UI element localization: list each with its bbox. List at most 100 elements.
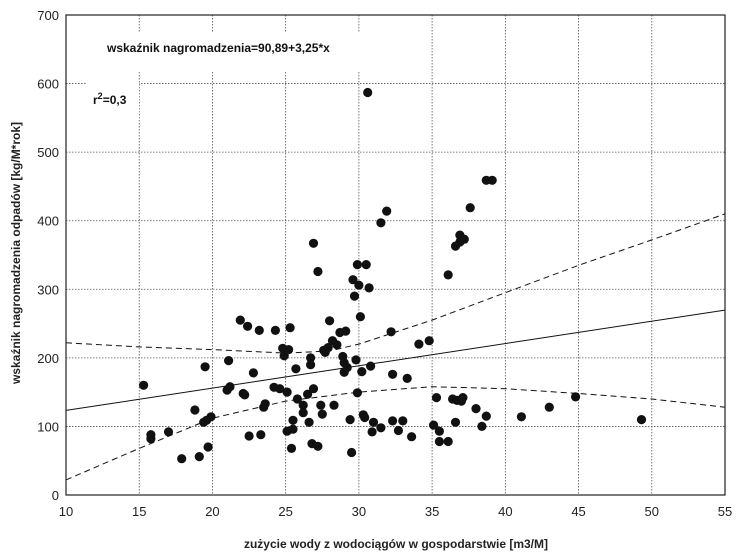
data-point bbox=[366, 361, 376, 371]
data-point bbox=[360, 412, 370, 423]
data-point bbox=[357, 367, 367, 377]
r2-background bbox=[87, 82, 139, 119]
data-point bbox=[516, 412, 527, 422]
data-point bbox=[368, 417, 379, 427]
data-point bbox=[224, 356, 234, 366]
data-point bbox=[431, 393, 442, 403]
data-point bbox=[477, 421, 487, 431]
data-point bbox=[298, 408, 308, 418]
data-point bbox=[429, 420, 439, 430]
x-tick-label: 25 bbox=[278, 504, 292, 519]
data-point bbox=[240, 390, 250, 400]
data-point bbox=[352, 260, 362, 270]
data-point bbox=[434, 436, 444, 447]
data-point bbox=[465, 203, 475, 213]
data-point bbox=[329, 400, 339, 410]
y-axis-title: wskaźnik nagromadzenia odpadów [kg/M*rok… bbox=[9, 122, 23, 385]
data-point bbox=[177, 454, 187, 464]
data-point bbox=[348, 275, 358, 285]
data-point bbox=[481, 411, 491, 421]
data-point bbox=[282, 387, 292, 397]
data-point bbox=[225, 382, 235, 392]
data-points bbox=[139, 87, 647, 464]
data-point bbox=[235, 315, 245, 325]
data-point bbox=[306, 360, 316, 370]
r2-value: =0,3 bbox=[103, 93, 127, 107]
data-point bbox=[190, 405, 200, 415]
x-tick-label: 10 bbox=[59, 504, 73, 519]
regression-equation: wskaźnik nagromadzenia=90,89+3,25*x bbox=[106, 41, 330, 55]
data-point bbox=[355, 312, 365, 322]
data-point bbox=[288, 424, 298, 434]
data-point bbox=[139, 380, 149, 390]
data-point bbox=[382, 206, 392, 216]
data-point bbox=[298, 400, 308, 410]
data-point bbox=[342, 362, 352, 373]
data-point bbox=[450, 417, 461, 427]
data-point bbox=[206, 412, 216, 422]
data-point bbox=[398, 416, 408, 426]
data-point bbox=[285, 323, 295, 333]
data-point bbox=[363, 87, 373, 98]
data-point bbox=[254, 325, 264, 335]
data-point bbox=[424, 336, 434, 346]
data-point bbox=[325, 316, 335, 326]
x-tick-label: 35 bbox=[425, 504, 439, 519]
data-point bbox=[270, 325, 280, 335]
data-point bbox=[304, 417, 314, 427]
confidence-bands bbox=[65, 213, 726, 481]
data-point bbox=[544, 402, 554, 412]
y-tick-label: 200 bbox=[37, 351, 59, 366]
y-tick-label: 400 bbox=[37, 214, 59, 229]
x-tick-label: 40 bbox=[498, 504, 512, 519]
data-point bbox=[443, 436, 453, 447]
data-point bbox=[288, 415, 298, 425]
data-point bbox=[347, 447, 357, 458]
x-tick-label: 30 bbox=[352, 504, 366, 519]
r2-prefix: r bbox=[93, 93, 98, 107]
data-point bbox=[386, 327, 396, 337]
data-point bbox=[291, 364, 301, 374]
data-point bbox=[351, 355, 361, 365]
data-point bbox=[146, 434, 156, 444]
x-tick-labels: 10 15 20 25 30 35 40 45 50 55 bbox=[59, 504, 732, 519]
data-point bbox=[244, 431, 254, 441]
data-point bbox=[308, 384, 319, 394]
data-point bbox=[317, 409, 327, 419]
x-tick-label: 15 bbox=[132, 504, 146, 519]
data-point bbox=[313, 266, 323, 277]
plot-frame bbox=[65, 14, 726, 496]
data-point bbox=[354, 280, 364, 290]
data-point bbox=[636, 415, 647, 425]
data-point bbox=[203, 442, 213, 452]
y-tick-label: 300 bbox=[37, 282, 59, 297]
data-point bbox=[260, 399, 270, 409]
confidence-upper-line bbox=[65, 213, 726, 354]
y-tick-label: 600 bbox=[37, 77, 59, 92]
x-tick-label: 20 bbox=[205, 504, 219, 519]
data-point bbox=[352, 388, 362, 398]
data-point bbox=[407, 432, 417, 442]
data-point bbox=[364, 283, 374, 293]
data-point bbox=[367, 427, 377, 437]
data-point bbox=[248, 368, 258, 378]
data-point bbox=[275, 384, 285, 394]
data-point bbox=[313, 441, 323, 451]
data-point bbox=[345, 415, 355, 425]
data-point bbox=[434, 426, 444, 436]
r2-superscript: 2 bbox=[98, 91, 103, 101]
y-tick-label: 500 bbox=[37, 145, 59, 160]
data-point bbox=[376, 218, 386, 228]
y-tick-labels: 0 100 200 300 400 500 600 700 bbox=[37, 8, 59, 503]
data-point bbox=[459, 234, 469, 244]
data-point bbox=[471, 404, 481, 414]
data-point bbox=[414, 339, 424, 349]
data-point bbox=[323, 343, 333, 353]
data-point bbox=[200, 362, 210, 372]
data-point bbox=[163, 427, 174, 437]
data-point bbox=[443, 270, 453, 280]
data-point bbox=[243, 321, 253, 331]
data-point bbox=[284, 345, 294, 355]
y-tick-label: 100 bbox=[37, 419, 59, 434]
